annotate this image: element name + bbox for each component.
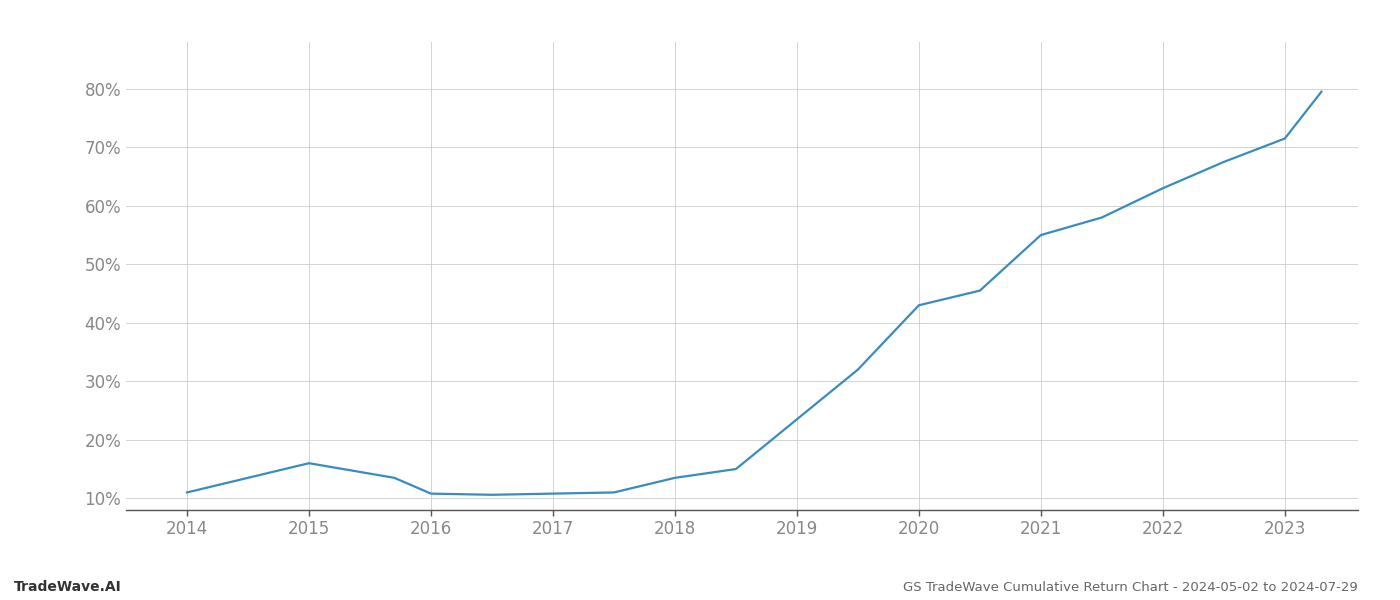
Text: TradeWave.AI: TradeWave.AI	[14, 580, 122, 594]
Text: GS TradeWave Cumulative Return Chart - 2024-05-02 to 2024-07-29: GS TradeWave Cumulative Return Chart - 2…	[903, 581, 1358, 594]
